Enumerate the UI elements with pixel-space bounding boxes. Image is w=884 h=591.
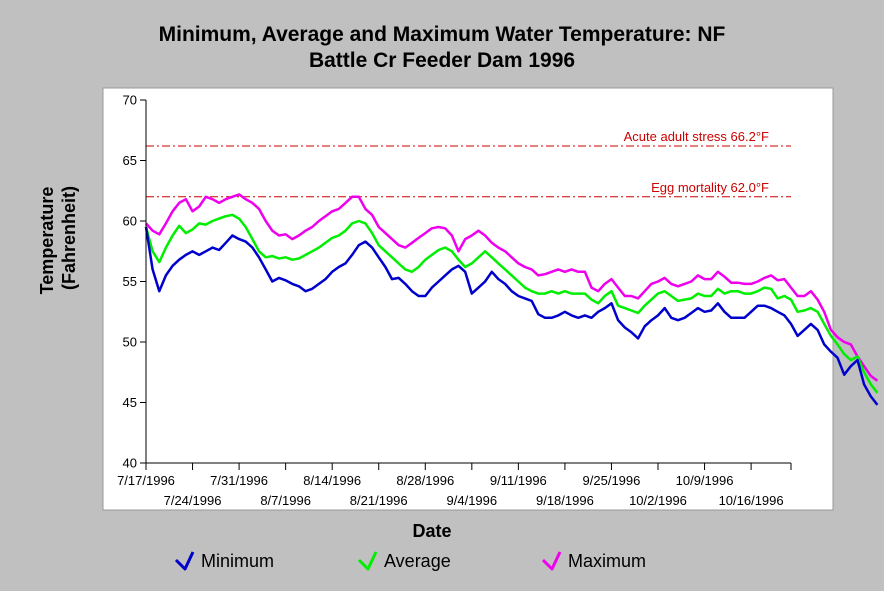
x-tick-label: 10/16/1996 xyxy=(719,493,784,508)
x-tick-label: 7/17/1996 xyxy=(117,473,175,488)
x-tick-label: 9/11/1996 xyxy=(490,473,547,488)
y-axis-title: Temperature (Fahrenheit) xyxy=(37,182,79,295)
x-tick-label: 10/2/1996 xyxy=(629,493,687,508)
reference-line-label: Egg mortality 62.0°F xyxy=(651,180,769,195)
x-ticks: 7/17/1996 7/24/1996 7/31/1996 8/7/1996 8/14/… xyxy=(117,463,792,508)
legend-label-average: Average xyxy=(384,551,451,571)
x-tick-label: 8/14/1996 xyxy=(303,473,361,488)
series-lines xyxy=(144,193,879,406)
legend-label-maximum: Maximum xyxy=(568,551,646,571)
y-tick-label: 50 xyxy=(123,335,137,350)
y-ticks: 40 45 50 55 60 65 70 xyxy=(123,93,146,471)
reference-lines: Acute adult stress 66.2°F Egg mortality 6… xyxy=(146,129,791,198)
x-tick-label: 9/4/1996 xyxy=(447,493,498,508)
legend-swatch-average xyxy=(357,551,378,571)
series-line-maximum xyxy=(145,193,879,382)
legend-swatch-minimum xyxy=(174,551,195,571)
x-tick-label: 10/9/1996 xyxy=(676,473,734,488)
x-tick-label: 8/21/1996 xyxy=(350,493,408,508)
chart-title: Minimum, Average and Maximum Water Tempe… xyxy=(158,23,726,72)
y-tick-label: 55 xyxy=(123,274,137,289)
y-axis-title-line-1: Temperature xyxy=(37,187,57,295)
reference-line-label: Acute adult stress 66.2°F xyxy=(624,129,769,144)
legend: Minimum Average Maximum xyxy=(174,551,646,571)
x-tick-label: 8/7/1996 xyxy=(260,493,311,508)
x-tick-label: 9/18/1996 xyxy=(536,493,594,508)
x-tick-label: 7/24/1996 xyxy=(164,493,222,508)
y-tick-label: 70 xyxy=(123,93,137,108)
x-tick-label: 7/31/1996 xyxy=(210,473,268,488)
y-tick-label: 40 xyxy=(123,456,137,471)
y-axis-title-line-2: (Fahrenheit) xyxy=(59,186,79,290)
x-tick-label: 8/28/1996 xyxy=(396,473,454,488)
x-tick-label: 9/25/1996 xyxy=(583,473,641,488)
x-axis-title: Date xyxy=(412,521,451,541)
legend-label-minimum: Minimum xyxy=(201,551,274,571)
plot-panel xyxy=(102,87,834,511)
legend-swatch-maximum xyxy=(541,551,562,571)
series-line-average xyxy=(144,213,879,394)
y-tick-label: 60 xyxy=(123,214,137,229)
y-tick-label: 65 xyxy=(123,153,137,168)
series-line-minimum xyxy=(144,226,879,406)
y-tick-label: 45 xyxy=(123,395,137,410)
